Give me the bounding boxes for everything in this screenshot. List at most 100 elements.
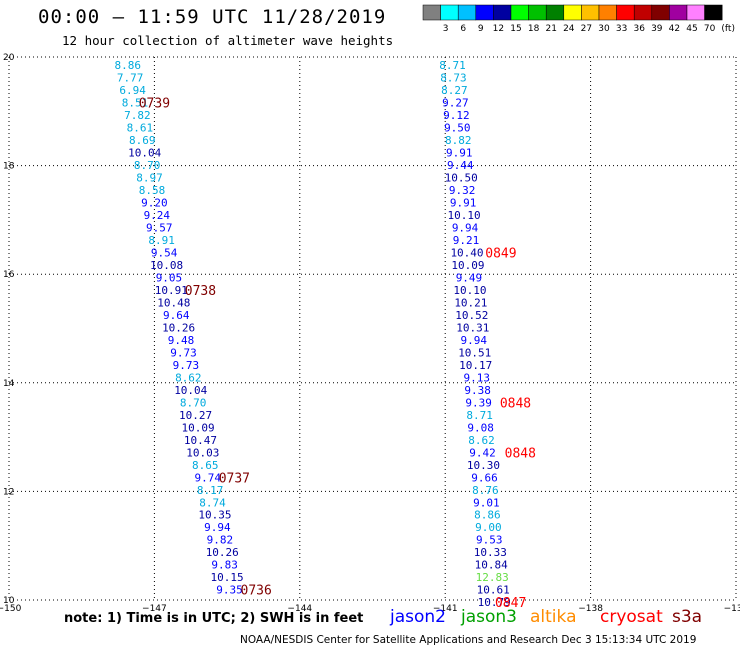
- swh-value-label: 9.94: [204, 521, 231, 534]
- pass-time-label: 0739: [139, 97, 170, 112]
- swh-value-label: 9.53: [476, 534, 503, 547]
- y-tick-label: 20: [3, 53, 15, 63]
- legend-swatch-label: 27: [581, 24, 592, 34]
- footer-credit: NOAA/NESDIS Center for Satellite Applica…: [240, 634, 697, 646]
- swh-value-label: 6.94: [119, 84, 146, 97]
- swh-value-label: 8.70: [180, 396, 207, 409]
- swh-value-label: 10.31: [456, 321, 489, 334]
- legend-swatch-label: 70: [704, 24, 716, 34]
- legend-series-jason3: jason3: [461, 607, 517, 627]
- swh-value-label: 10.33: [474, 546, 507, 559]
- y-tick-label: 10: [3, 596, 15, 606]
- swh-value-label: 9.32: [449, 184, 476, 197]
- swh-value-label: 9.01: [473, 496, 500, 509]
- swh-value-label: 9.64: [163, 309, 190, 322]
- pass-time-label: 0849: [485, 246, 516, 261]
- swh-value-label: 8.62: [175, 371, 202, 384]
- swh-value-label: 9.73: [173, 359, 200, 372]
- swh-value-label: 9.50: [444, 122, 471, 135]
- swh-value-label: 8.73: [440, 72, 467, 85]
- legend-swatch-label: 42: [669, 24, 680, 34]
- legend-series-jason2: jason2: [390, 607, 446, 627]
- swh-value-label: 8.61: [127, 122, 154, 135]
- swh-value-label: 9.54: [151, 246, 178, 259]
- swh-value-label: 10.26: [206, 546, 239, 559]
- legend-series-altika: altika: [530, 607, 577, 627]
- swh-value-label: 8.71: [439, 59, 466, 72]
- swh-value-label: 10.35: [198, 509, 231, 522]
- legend-swatch-label: 24: [563, 24, 575, 34]
- swh-value-label: 8.86: [114, 59, 141, 72]
- swh-value-label: 9.44: [447, 159, 474, 172]
- swh-value-label: 9.49: [456, 271, 483, 284]
- pass-time-label: 0736: [241, 584, 272, 599]
- swh-value-label: 9.24: [144, 209, 171, 222]
- swh-value-label: 10.30: [467, 459, 500, 472]
- swh-value-label: 9.66: [471, 471, 498, 484]
- legend-swatch-label: 9: [478, 24, 484, 34]
- legend-swatch-label: 33: [616, 24, 627, 34]
- legend-swatch-label: 39: [651, 24, 663, 34]
- swh-value-label: 9.42: [469, 446, 496, 459]
- swh-value-label: 8.17: [197, 484, 224, 497]
- swh-value-label: 10.17: [459, 359, 492, 372]
- swh-value-label: 10.15: [211, 571, 244, 584]
- swh-value-label: 8.65: [192, 459, 219, 472]
- swh-value-label: 9.73: [170, 346, 197, 359]
- chart-subtitle: 12 hour collection of altimeter wave hei…: [62, 33, 394, 48]
- swh-value-label: 9.57: [146, 222, 173, 235]
- swh-value-label: 9.35: [216, 584, 243, 597]
- swh-value-label: 10.09: [451, 259, 484, 272]
- swh-value-label: 10.61: [477, 584, 510, 597]
- swh-value-label: 9.21: [453, 234, 480, 247]
- swh-value-label: 8.51: [122, 97, 149, 110]
- color-legend: 3 6 9 12 15 18 21 24 27 30 33 36 39 42 45 70 (ft): [422, 4, 735, 34]
- legend-swatch-label: 3: [443, 24, 449, 34]
- swh-value-label: 9.39: [465, 396, 492, 409]
- legend-swatch-label: 18: [528, 24, 540, 34]
- swh-value-label: 12.83: [476, 571, 509, 584]
- swh-value-label: 10.79: [478, 596, 511, 609]
- pass-time-label: 0848: [505, 446, 536, 461]
- swh-value-label: 8.74: [199, 496, 226, 509]
- legend-swatch: [704, 4, 723, 21]
- swh-value-label: 8.70: [134, 159, 161, 172]
- pass-time-label: 0847: [495, 596, 526, 611]
- swh-value-label: 9.20: [141, 197, 168, 210]
- swh-value-label: 10.51: [458, 346, 491, 359]
- swh-value-label: 10.26: [162, 321, 195, 334]
- x-tick-label: −147: [142, 604, 167, 614]
- swh-value-label: 10.84: [475, 559, 508, 572]
- swh-value-label: 9.94: [461, 334, 488, 347]
- y-tick-label: 14: [3, 379, 15, 389]
- swh-value-label: 8.82: [445, 134, 472, 147]
- legend-swatch-label: 30: [598, 24, 610, 34]
- swh-value-label: 10.91: [155, 284, 188, 297]
- y-tick-label: 12: [3, 487, 14, 497]
- swh-value-label: 8.62: [468, 434, 495, 447]
- swh-value-label: 8.76: [472, 484, 499, 497]
- swh-value-label: 8.58: [139, 184, 166, 197]
- swh-value-label: 7.82: [124, 109, 151, 122]
- swh-value-label: 8.97: [136, 172, 163, 185]
- swh-value-label: 9.48: [168, 334, 195, 347]
- swh-value-label: 8.27: [441, 84, 468, 97]
- swh-value-label: 10.27: [179, 409, 212, 422]
- swh-value-label: 9.13: [463, 371, 490, 384]
- swh-value-label: 8.91: [148, 234, 175, 247]
- swh-value-label: 10.04: [128, 147, 161, 160]
- swh-value-label: 9.91: [446, 147, 473, 160]
- swh-value-label: 8.69: [129, 134, 156, 147]
- swh-value-label: 8.71: [466, 409, 493, 422]
- x-tick-label: −141: [433, 604, 458, 614]
- chart-title: 00:00 – 11:59 UTC 11/28/2019: [38, 6, 387, 28]
- legend-swatch-label: 36: [633, 24, 645, 34]
- swh-value-label: 10.47: [184, 434, 217, 447]
- note-text: note: 1) Time is in UTC; 2) SWH is in fe…: [64, 611, 364, 626]
- legend-swatch-label: 15: [510, 24, 521, 34]
- swh-value-label: 9.91: [450, 197, 477, 210]
- y-tick-label: 18: [3, 162, 15, 172]
- swh-value-label: 7.77: [117, 72, 144, 85]
- swh-value-label: 9.27: [442, 97, 469, 110]
